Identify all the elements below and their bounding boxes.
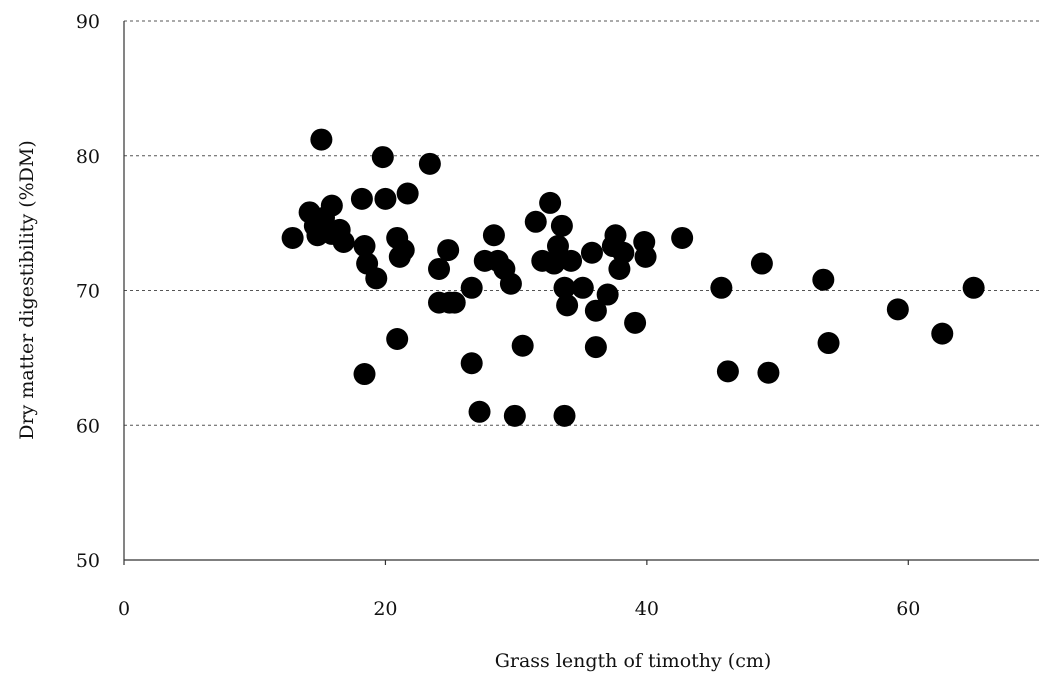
data-point bbox=[353, 235, 376, 258]
data-point bbox=[962, 276, 985, 299]
y-axis-title: Dry matter digestibility (%DM) bbox=[16, 140, 38, 440]
data-point bbox=[460, 352, 483, 375]
data-point bbox=[560, 249, 583, 272]
x-tick-label: 40 bbox=[635, 598, 659, 620]
data-point bbox=[503, 404, 526, 427]
x-tick-labels: 0 20 40 60 bbox=[118, 560, 920, 620]
data-point bbox=[624, 311, 647, 334]
data-point bbox=[543, 252, 566, 275]
y-tick-label: 90 bbox=[76, 11, 100, 33]
data-point bbox=[371, 146, 394, 169]
data-point bbox=[580, 241, 603, 264]
data-point bbox=[468, 400, 491, 423]
data-point bbox=[556, 294, 579, 317]
data-point bbox=[511, 334, 534, 357]
data-point bbox=[931, 322, 954, 345]
data-point bbox=[460, 276, 483, 299]
data-point bbox=[604, 224, 627, 247]
y-tick-label: 50 bbox=[76, 550, 100, 572]
data-point bbox=[392, 239, 415, 262]
data-point bbox=[350, 187, 373, 210]
data-point bbox=[584, 299, 607, 322]
data-point bbox=[817, 332, 840, 355]
x-tick-label: 20 bbox=[373, 598, 397, 620]
data-point bbox=[671, 226, 694, 249]
data-point bbox=[320, 194, 343, 217]
data-point bbox=[716, 360, 739, 383]
data-point bbox=[386, 328, 409, 351]
data-point bbox=[886, 298, 909, 321]
y-tick-labels: 50 60 70 80 90 bbox=[76, 11, 100, 572]
data-point bbox=[584, 336, 607, 359]
data-points bbox=[281, 128, 985, 427]
data-point bbox=[482, 224, 505, 247]
x-tick-label: 0 bbox=[118, 598, 130, 620]
y-tick-label: 60 bbox=[76, 415, 100, 437]
x-tick-label: 60 bbox=[896, 598, 920, 620]
data-point bbox=[418, 152, 441, 175]
x-axis-title: Grass length of timothy (cm) bbox=[495, 650, 772, 672]
data-point bbox=[524, 210, 547, 233]
data-point bbox=[553, 404, 576, 427]
data-point bbox=[310, 128, 333, 151]
data-point bbox=[812, 268, 835, 291]
data-point bbox=[443, 291, 466, 314]
data-point bbox=[396, 182, 419, 205]
data-point bbox=[553, 276, 576, 299]
data-point bbox=[332, 230, 355, 253]
data-point bbox=[750, 252, 773, 275]
data-point bbox=[539, 191, 562, 214]
grid-lines bbox=[124, 20, 1039, 426]
data-point bbox=[710, 276, 733, 299]
data-point bbox=[596, 283, 619, 306]
data-point bbox=[428, 257, 451, 280]
data-point bbox=[374, 187, 397, 210]
data-point bbox=[634, 245, 657, 268]
y-tick-label: 80 bbox=[76, 146, 100, 168]
data-point bbox=[499, 272, 522, 295]
data-point bbox=[612, 241, 635, 264]
data-point bbox=[571, 276, 594, 299]
data-point bbox=[437, 239, 460, 262]
data-point bbox=[550, 214, 573, 237]
data-point bbox=[546, 235, 569, 258]
y-tick-label: 70 bbox=[76, 281, 100, 303]
data-point bbox=[281, 226, 304, 249]
data-point bbox=[365, 267, 388, 290]
data-point bbox=[757, 361, 780, 384]
data-point bbox=[353, 363, 376, 386]
